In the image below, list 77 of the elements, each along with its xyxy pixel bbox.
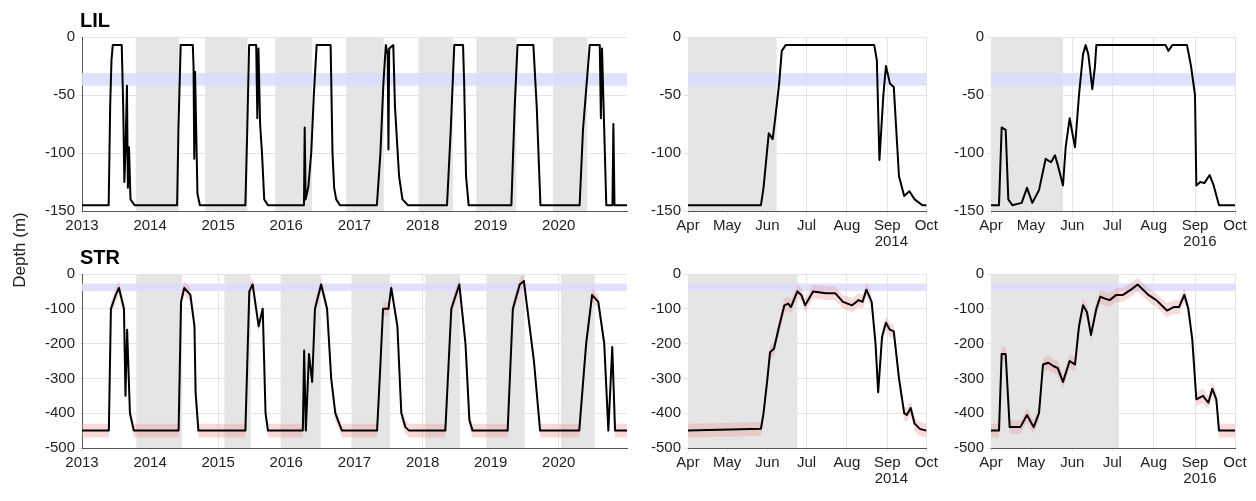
y-tick-label: -400 <box>953 403 984 421</box>
y-tick-label: -100 <box>650 298 681 316</box>
x-tick-label: Sep <box>873 216 901 234</box>
y-tick-label: 0 <box>975 264 984 282</box>
x-tick-label: 2019 <box>473 216 508 234</box>
x-tick-label: 2020 <box>542 216 576 234</box>
y-tick-label: -500 <box>953 438 984 456</box>
x-tick-label: 2017 <box>337 216 372 234</box>
x-tick-label: 2016 <box>269 216 303 234</box>
x-tick-label: 2018 <box>405 453 440 471</box>
y-tick-label: 0 <box>672 264 681 282</box>
x-tick-label: Jun <box>1060 453 1085 471</box>
x-tick-label: Apr <box>676 453 700 471</box>
y-tick-label: -300 <box>953 368 984 386</box>
x-tick-label: Jul <box>1102 453 1122 471</box>
x-tick-label: 2016 <box>269 453 303 471</box>
x-tick-label: 2019 <box>473 453 508 471</box>
x-tick-label: Aug <box>833 216 861 234</box>
x-tick-label: 2014 <box>133 216 167 234</box>
y-tick-label: 0 <box>672 27 681 45</box>
y-tick-label: -200 <box>650 333 681 351</box>
x-tick-label: May <box>1016 216 1046 234</box>
x-tick-label: Jul <box>1102 216 1122 234</box>
y-tick-label: -400 <box>650 403 681 421</box>
chart-title: STR <box>80 246 121 268</box>
y-tick-label: 0 <box>975 27 984 45</box>
y-tick-label: -100 <box>44 143 75 161</box>
x-tick-label: Oct <box>1223 453 1248 471</box>
x-tick-label: Aug <box>833 453 861 471</box>
x-tick-label: Jun <box>755 216 780 234</box>
y-tick-label: -100 <box>953 298 984 316</box>
x-tick-label: 2014 <box>133 453 167 471</box>
chart-title: LIL <box>80 9 110 31</box>
x-tick-label: Oct <box>914 216 939 234</box>
x-tick-label: Sep <box>1181 453 1209 471</box>
y-tick-label: -100 <box>44 298 75 316</box>
y-tick-label: -50 <box>962 85 984 103</box>
y-tick-label: -500 <box>650 438 681 456</box>
x-tick-label: Apr <box>979 453 1003 471</box>
x-tick-label: Oct <box>1223 216 1248 234</box>
y-tick-label: -150 <box>44 201 75 219</box>
y-tick-label: -300 <box>650 368 681 386</box>
x-tick-label: Aug <box>1140 216 1168 234</box>
x-tick-label: 2013 <box>65 216 99 234</box>
y-tick-label: -200 <box>44 333 75 351</box>
x-tick-label: Apr <box>676 216 700 234</box>
y-tick-label: -100 <box>650 143 681 161</box>
x-tick-label: Aug <box>1140 453 1168 471</box>
x-tick-label: 2015 <box>201 453 235 471</box>
x-tick-label: May <box>712 453 742 471</box>
y-tick-label: -300 <box>44 368 75 386</box>
x-tick-label: 2018 <box>405 216 440 234</box>
y-tick-label: -150 <box>650 201 681 219</box>
x-tick-label: Oct <box>914 453 939 471</box>
x-tick-label: Jul <box>796 453 817 471</box>
x-tick-label: 2015 <box>201 216 235 234</box>
y-tick-label: 0 <box>66 27 75 45</box>
x-tick-label: 2020 <box>542 453 576 471</box>
x-tick-label: Sep <box>1181 216 1209 234</box>
y-tick-label: -400 <box>44 403 75 421</box>
x-tick-label: Apr <box>979 216 1003 234</box>
y-tick-label: -50 <box>53 85 75 103</box>
x-tick-label: 2017 <box>337 453 372 471</box>
x-tick-label: 2013 <box>65 453 99 471</box>
x-tick-label: Jun <box>755 453 780 471</box>
y-tick-label: -500 <box>44 438 75 456</box>
x-tick-label: May <box>712 216 742 234</box>
y-axis-title: Depth (m) <box>10 212 30 288</box>
y-tick-label: 0 <box>66 264 75 282</box>
y-tick-label: -150 <box>953 201 984 219</box>
y-tick-label: -100 <box>953 143 984 161</box>
y-tick-label: -200 <box>953 333 984 351</box>
x-tick-label: Jun <box>1060 216 1085 234</box>
y-tick-label: -50 <box>659 85 681 103</box>
x-tick-label: May <box>1016 453 1046 471</box>
x-tick-label: Jul <box>796 216 817 234</box>
x-tick-label: Sep <box>873 453 901 471</box>
